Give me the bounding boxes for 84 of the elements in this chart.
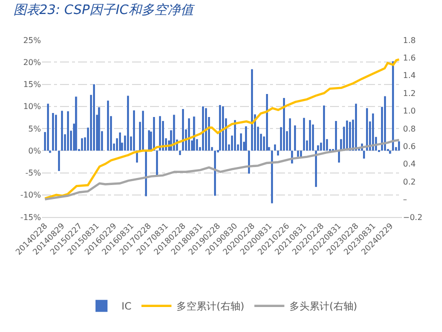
y-tick-label: 5%: [28, 124, 42, 134]
y-tick-label: 15%: [23, 80, 42, 90]
bar: [67, 111, 69, 151]
y-tick-label: -5%: [25, 168, 42, 178]
y-tick-label: 25%: [23, 36, 42, 45]
bar: [274, 144, 276, 151]
bar: [309, 120, 311, 151]
bar: [61, 110, 63, 151]
bar: [240, 133, 242, 151]
line-series: [44, 138, 400, 200]
y-tick-label: -15%: [20, 212, 42, 222]
chart-title: 图表23: CSP因子IC和多空净值: [13, 3, 196, 18]
bar: [346, 120, 348, 151]
bar: [145, 150, 147, 196]
y2-tick-label: 0.6: [403, 142, 416, 151]
bar: [205, 108, 207, 151]
y2-tick-label: 0.2: [403, 177, 416, 186]
bar: [323, 105, 325, 151]
bar: [133, 110, 135, 151]
y2-tick-label: –: [403, 195, 407, 204]
bar: [182, 109, 184, 151]
bar: [297, 150, 299, 157]
bar: [75, 96, 78, 151]
bar: [55, 114, 57, 151]
bar: [372, 113, 374, 151]
y2-tick-label: 1.4: [403, 71, 416, 80]
bar: [47, 104, 49, 151]
bar: [119, 132, 121, 151]
bar: [398, 141, 400, 151]
bar: [98, 107, 100, 151]
bar: [156, 150, 158, 176]
bar: [384, 96, 386, 151]
bar: [315, 150, 317, 187]
bar: [392, 61, 394, 151]
y2-tick-label: 0.4: [403, 160, 416, 169]
bar: [245, 126, 247, 151]
y2-tick-label: 1.8: [403, 36, 416, 45]
bar: [142, 110, 144, 151]
bar: [338, 150, 340, 163]
y-tick-label: -10%: [20, 190, 42, 200]
y2-tick-label: 1.6: [403, 54, 416, 62]
bar: [294, 125, 296, 151]
bar: [81, 138, 83, 151]
bar: [52, 113, 54, 151]
bar: [251, 69, 253, 151]
y-tick-label: 10%: [23, 102, 42, 112]
bar: [349, 122, 351, 151]
bar: [266, 94, 268, 151]
bar: [363, 150, 365, 159]
bar: [107, 100, 109, 151]
bar: [335, 120, 337, 151]
bar: [389, 150, 392, 154]
bar: [202, 106, 204, 151]
y2-tick-label: −0.2: [403, 212, 422, 222]
legend-label: 多空累计(右轴): [176, 300, 244, 313]
bar: [58, 150, 60, 171]
bar: [234, 120, 236, 151]
bar: [355, 104, 357, 151]
bar: [173, 114, 176, 151]
bar: [222, 106, 224, 151]
y-tick-label: 20%: [23, 58, 42, 67]
bar: [188, 118, 190, 151]
y2-tick-label: 0.8: [403, 124, 416, 134]
y2-tick-label: 1.2: [403, 88, 416, 98]
line-series: [44, 58, 400, 200]
y2-tick-label: 1.0: [403, 106, 416, 116]
bar: [159, 116, 161, 151]
bar: [248, 150, 250, 174]
bar: [219, 105, 221, 151]
legend-label: 多头累计(右轴): [289, 300, 358, 313]
bar: [148, 130, 150, 151]
legend-label: IC: [122, 302, 132, 313]
bar: [214, 150, 216, 196]
bar: [283, 98, 285, 151]
bar: [271, 150, 274, 204]
y-tick-label: 0%: [28, 146, 42, 156]
bar: [153, 117, 155, 151]
bar: [179, 150, 181, 156]
bar: [303, 118, 305, 151]
bar: [289, 118, 291, 151]
bar: [127, 96, 129, 151]
bar: [366, 108, 368, 151]
bar: [93, 84, 95, 151]
bar: [277, 150, 279, 156]
